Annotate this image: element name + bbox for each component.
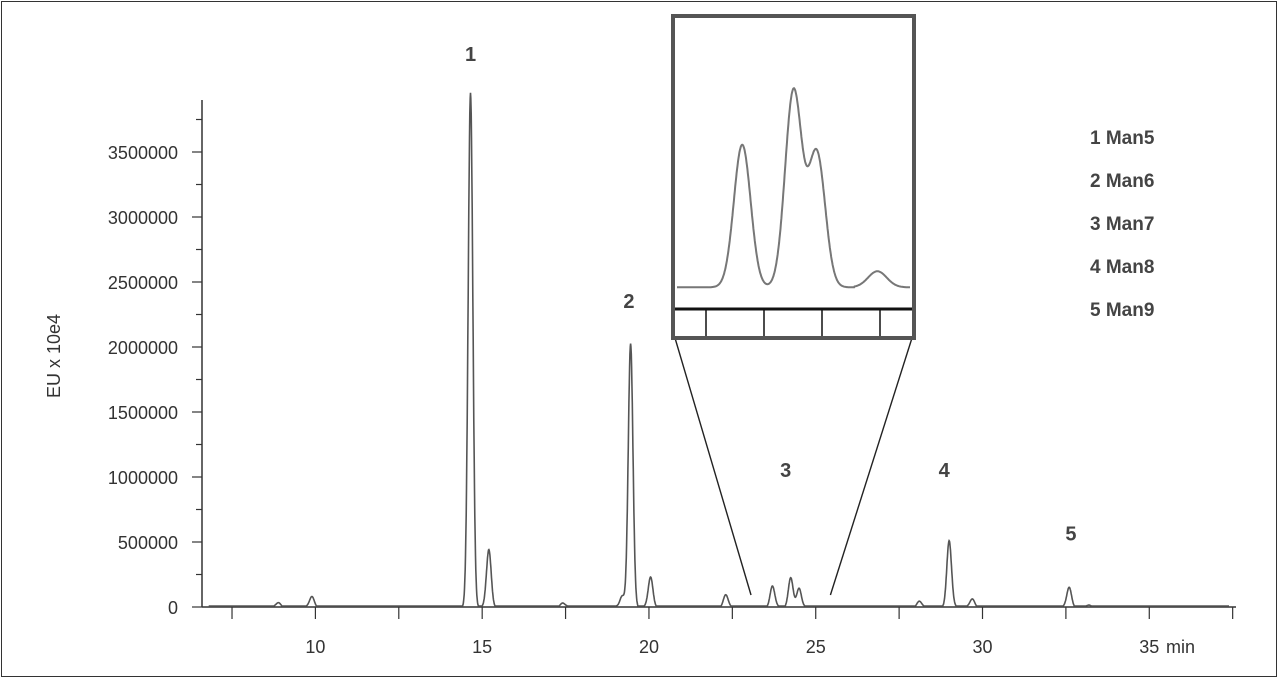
x-tick-label: 15 <box>472 637 492 657</box>
peak-label: 3 <box>780 460 791 482</box>
peak-label: 5 <box>1065 524 1076 546</box>
legend-entry: 1 Man5 <box>1090 128 1155 149</box>
peak-label: 4 <box>939 460 951 482</box>
legend: 1 Man5 2 Man6 3 Man7 4 Man8 5 Man9 <box>1090 128 1155 321</box>
y-tick-label: 1500000 <box>108 403 178 423</box>
inset-border <box>671 14 916 340</box>
x-axis-unit-label: min <box>1166 637 1195 657</box>
inset-zoom-box <box>671 14 916 340</box>
y-tick-label: 2000000 <box>108 338 178 358</box>
y-tick-label: 1000000 <box>108 468 178 488</box>
legend-entry: 5 Man9 <box>1090 300 1154 321</box>
y-tick-label: 2500000 <box>108 273 178 293</box>
y-tick-label: 500000 <box>118 533 178 553</box>
y-tick-label: 3500000 <box>108 143 178 163</box>
x-tick-label: 25 <box>806 637 826 657</box>
legend-entry: 2 Man6 <box>1090 171 1154 192</box>
y-tick-label: 0 <box>168 598 178 618</box>
x-tick-label: 35 <box>1139 637 1159 657</box>
peak-label: 2 <box>623 291 634 313</box>
x-tick-label: 20 <box>639 637 659 657</box>
legend-entry: 3 Man7 <box>1090 214 1154 235</box>
peak-label: 1 <box>465 44 476 66</box>
inset-trace <box>677 87 910 289</box>
y-tick-label: 3000000 <box>108 208 178 228</box>
chromatogram-trace <box>208 92 1229 607</box>
zoom-line-right <box>829 337 913 596</box>
peak-labels: 1 2 3 4 5 <box>465 44 1077 546</box>
y-axis-label: EU x 10e4 <box>44 314 64 398</box>
legend-entry: 4 Man8 <box>1090 257 1154 278</box>
inset-zoom-lines <box>674 337 913 596</box>
x-axis-ticks: 10 15 20 25 30 35 <box>231 607 1234 657</box>
zoom-line-left <box>674 337 752 596</box>
x-tick-label: 30 <box>972 637 992 657</box>
y-axis-ticks: 0 500000 1000000 1500000 2000000 2500000 30000… <box>108 118 202 618</box>
x-tick-label: 10 <box>305 637 325 657</box>
